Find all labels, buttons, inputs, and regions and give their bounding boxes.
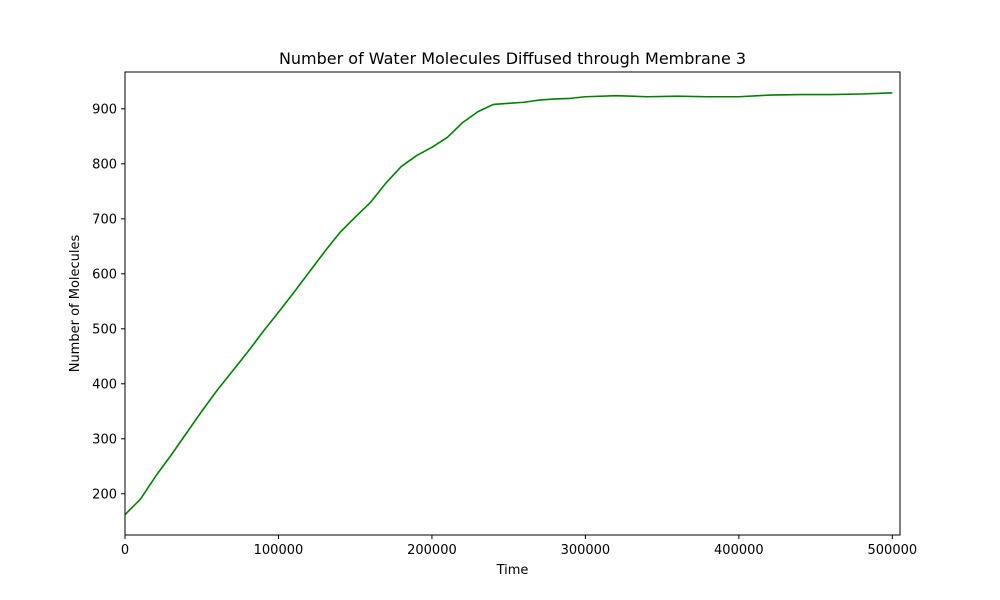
series-line-0 [124,92,893,516]
x-tick-label: 200000 [407,543,457,558]
plot-frame [124,71,901,536]
y-tick-label: 300 [92,432,117,447]
y-axis: 200 300 400 500 600 700 800 900 [92,102,125,502]
y-tick-label: 800 [92,157,117,172]
y-tick-label: 200 [92,487,117,502]
y-tick-label: 900 [92,102,117,117]
y-tick-label: 500 [92,322,117,337]
x-tick-label: 300000 [561,543,611,558]
y-tick-label: 600 [92,267,117,282]
x-tick-label: 100000 [254,543,304,558]
x-tick-label: 0 [121,543,129,558]
x-tick-label: 500000 [868,543,918,558]
y-tick-label: 700 [92,212,117,227]
x-axis: 0 100000 200000 300000 400000 500000 [121,535,917,558]
x-tick-label: 400000 [714,543,764,558]
y-axis-label: Number of Molecules [68,234,83,372]
y-tick-label: 400 [92,377,117,392]
plot-area [124,92,893,516]
x-axis-label: Time [496,563,529,578]
chart-title: Number of Water Molecules Diffused throu… [279,49,746,68]
